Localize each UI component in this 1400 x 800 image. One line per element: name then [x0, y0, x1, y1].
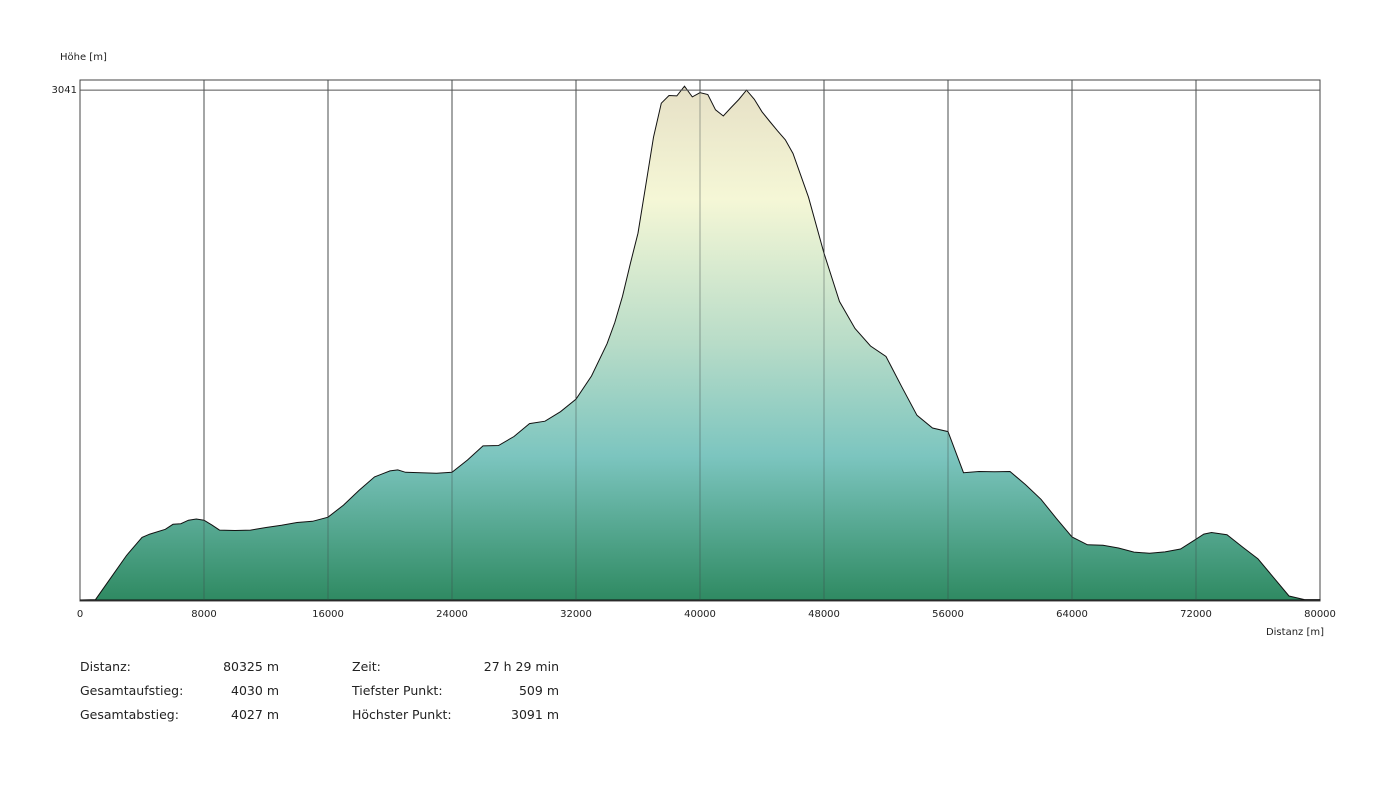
stat-value: 509 m — [518, 683, 559, 698]
stat-label: Gesamtaufstieg: — [80, 683, 184, 698]
stat-total-ascent: Gesamtaufstieg: 4030 m — [80, 682, 279, 706]
stats-left: Distanz: 80325 m Gesamtaufstieg: 4030 m Ge… — [80, 658, 279, 730]
stat-time: Zeit: 27 h 29 min — [352, 658, 559, 682]
stat-label: Höchster Punkt: — [352, 707, 452, 722]
x-tick-label: 32000 — [560, 609, 592, 620]
x-tick-labels: 0 8000 16000 24000 32000 40000 48000 56000 64000… — [77, 609, 1336, 620]
x-tick-label: 16000 — [312, 609, 344, 620]
stat-total-descent: Gesamtabstieg: 4027 m — [80, 706, 279, 730]
elevation-area — [79, 85, 1321, 601]
x-tick-label: 8000 — [191, 609, 216, 620]
elevation-profile-chart: 3041 Höhe [m] Distanz [m] 0 8000 16000 2400… — [52, 52, 1336, 638]
stat-label: Tiefster Punkt: — [352, 683, 443, 698]
y-axis-label: Höhe [m] — [60, 52, 107, 63]
max-elevation-marker-label: 3041 — [52, 85, 77, 96]
x-tick-label: 56000 — [932, 609, 964, 620]
stats-right: Zeit: 27 h 29 min Tiefster Punkt: 509 m Hö… — [352, 658, 559, 730]
x-axis-label: Distanz [m] — [1266, 627, 1324, 638]
x-tick-label: 0 — [77, 609, 83, 620]
x-tick-label: 24000 — [436, 609, 468, 620]
stat-value: 3091 m — [511, 707, 559, 722]
stat-value: 27 h 29 min — [483, 659, 559, 674]
stat-distance: Distanz: 80325 m — [80, 658, 279, 682]
x-tick-label: 40000 — [684, 609, 716, 620]
stat-lowest-point: Tiefster Punkt: 509 m — [352, 682, 559, 706]
x-tick-label: 80000 — [1304, 609, 1336, 620]
stat-label: Zeit: — [352, 659, 381, 674]
x-tick-label: 48000 — [808, 609, 840, 620]
stat-value: 4027 m — [231, 707, 279, 722]
stat-value: 80325 m — [223, 659, 279, 674]
stat-value: 4030 m — [231, 683, 279, 698]
grid-overlay — [203, 80, 1197, 600]
stat-label: Gesamtabstieg: — [80, 707, 179, 722]
x-tick-label: 72000 — [1180, 609, 1212, 620]
stat-highest-point: Höchster Punkt: 3091 m — [352, 706, 559, 730]
stat-label: Distanz: — [80, 659, 131, 674]
x-tick-label: 64000 — [1056, 609, 1088, 620]
